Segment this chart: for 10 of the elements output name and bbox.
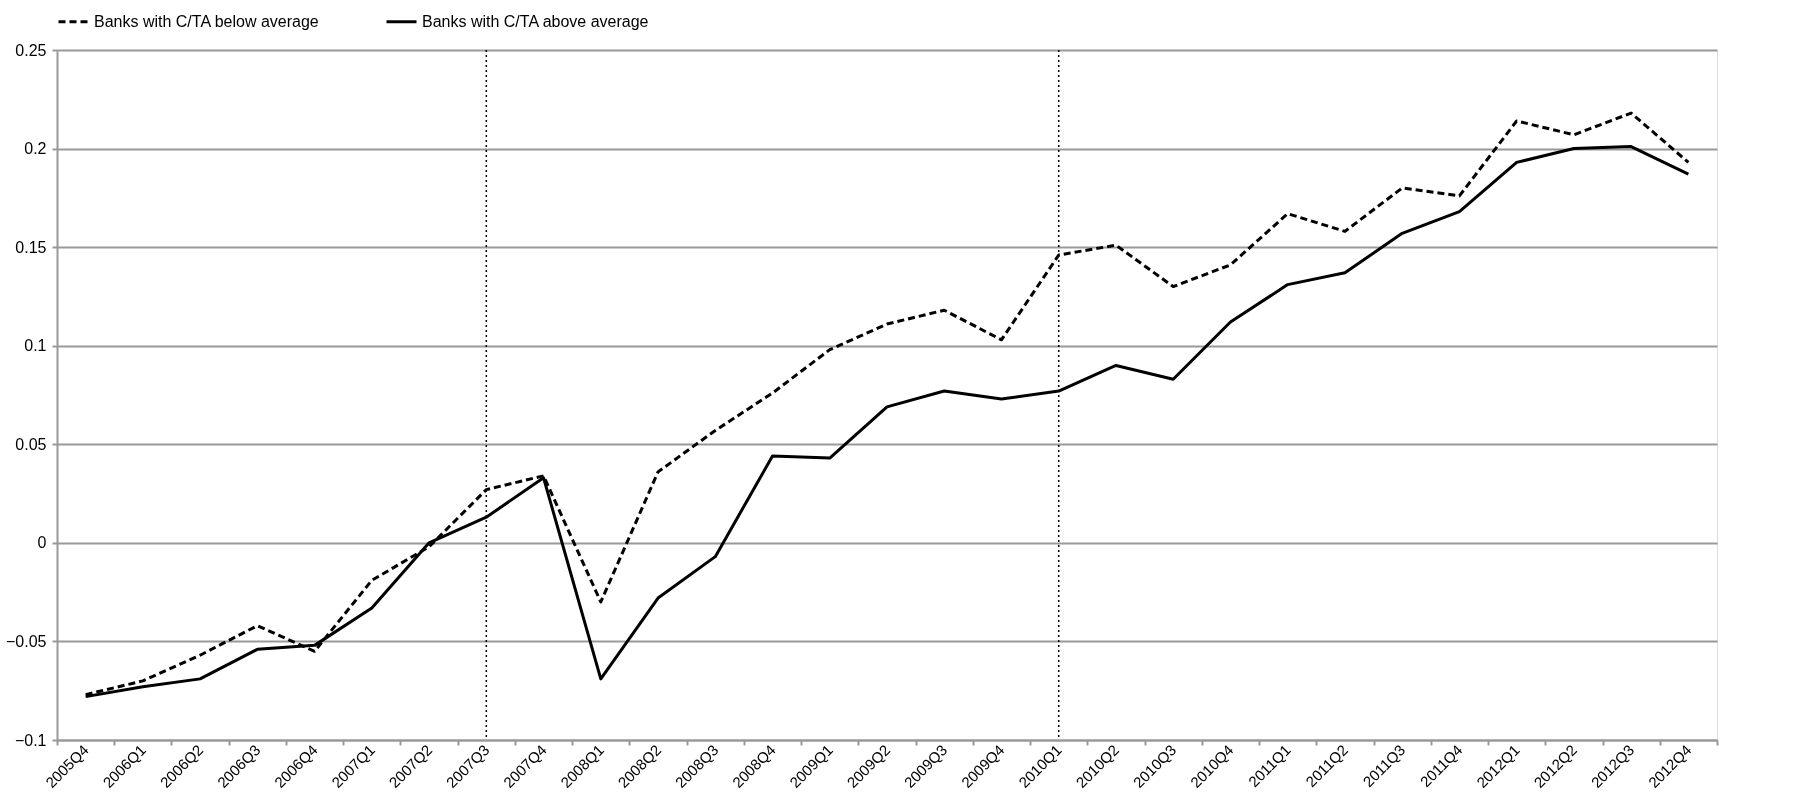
y-tick-label: 0.1 xyxy=(24,337,47,355)
legend-label: Banks with C/TA above average xyxy=(422,12,649,30)
y-tick-label: 0.15 xyxy=(15,238,47,256)
y-tick-label: −0.1 xyxy=(14,731,47,749)
y-tick-label: 0 xyxy=(37,534,47,552)
legend-label: Banks with C/TA below average xyxy=(94,12,319,30)
y-tick-label: −0.05 xyxy=(6,632,47,650)
y-tick-label: 0.2 xyxy=(24,140,47,158)
y-tick-label: 0.05 xyxy=(15,435,47,453)
y-tick-label: 0.25 xyxy=(15,41,47,59)
